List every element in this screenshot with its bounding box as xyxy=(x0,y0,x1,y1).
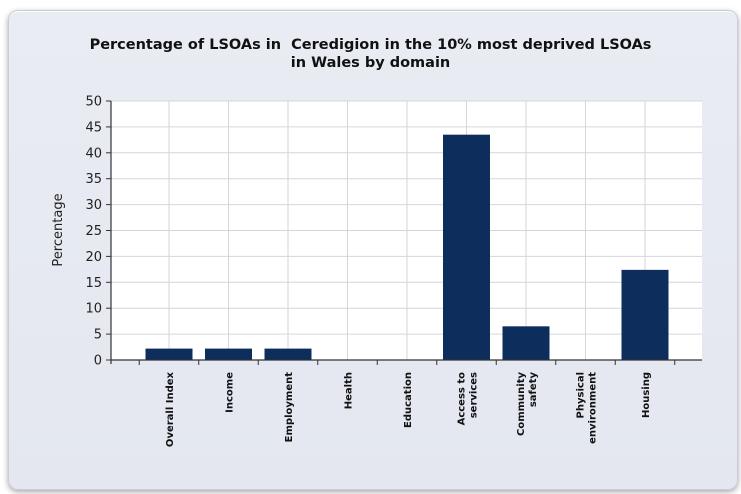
bar-2 xyxy=(264,348,312,360)
y-tick-label: 40 xyxy=(85,146,102,161)
y-tick-label: 35 xyxy=(85,172,102,187)
y-tick-label: 10 xyxy=(85,302,102,317)
x-category-label: Employment xyxy=(284,372,295,443)
x-category-label: Physical xyxy=(576,372,587,418)
x-category-label: environment xyxy=(588,372,599,444)
x-category-label: services xyxy=(469,372,480,418)
y-tick-label: 45 xyxy=(85,120,102,135)
y-tick-label: 0 xyxy=(94,354,102,369)
y-tick-label: 25 xyxy=(85,224,102,239)
x-category-label: Access to xyxy=(457,372,468,426)
chart-title: Percentage of LSOAs in Ceredigion in the… xyxy=(0,36,741,72)
bar-8 xyxy=(621,269,669,360)
x-category-label: Income xyxy=(225,372,236,413)
bar-6 xyxy=(502,326,550,360)
chart-title-line-1: Percentage of LSOAs in Ceredigion in the… xyxy=(89,37,652,53)
y-axis-label: Percentage xyxy=(51,193,66,266)
x-category-label: Overall Index xyxy=(165,371,176,447)
bar-5 xyxy=(443,134,490,360)
y-tick-label: 50 xyxy=(85,95,102,110)
bar-0 xyxy=(145,348,193,360)
x-category-label: Community xyxy=(516,372,527,436)
x-category-label: Housing xyxy=(641,372,652,418)
y-tick-label: 20 xyxy=(85,250,102,265)
x-category-label: Education xyxy=(403,372,414,428)
x-category-label: safety xyxy=(528,372,539,408)
bar-1 xyxy=(205,348,252,360)
y-tick-label: 5 xyxy=(94,328,102,343)
y-tick-label: 30 xyxy=(85,198,102,213)
x-category-label: Health xyxy=(344,372,355,409)
y-tick-label: 15 xyxy=(85,276,102,291)
chart-title-line-2: in Wales by domain xyxy=(290,55,451,71)
